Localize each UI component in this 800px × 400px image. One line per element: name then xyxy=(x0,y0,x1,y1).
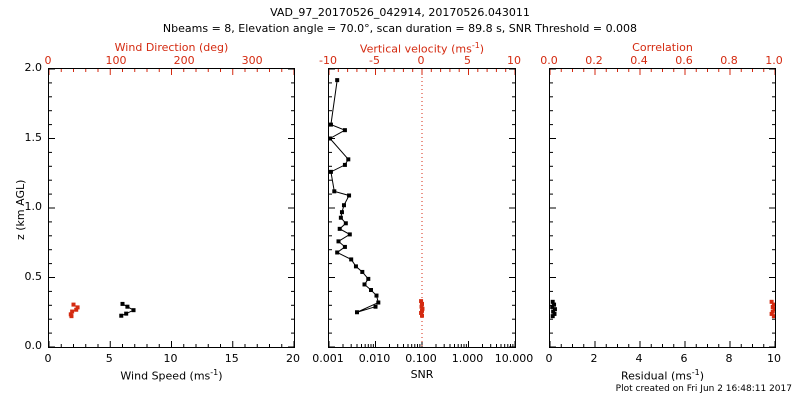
tick-label: 10 xyxy=(163,352,178,365)
panel3-top-ticklabels: 0.0 0.2 0.4 0.6 0.8 1.0 xyxy=(540,54,783,67)
y-tick-label: 2.0 xyxy=(24,61,43,74)
tick-label: 0.8 xyxy=(720,54,738,67)
tick-label: 0 xyxy=(417,54,425,67)
panel3-bottom-ticklabels: 0 2 4 6 8 10 xyxy=(546,352,782,366)
tick-label: 0.6 xyxy=(675,54,693,67)
tick-label: 100 xyxy=(105,54,127,67)
tick-label: 0.2 xyxy=(585,54,603,67)
panel1-bottom-ticklabels: 0 5 10 15 20 xyxy=(45,352,301,366)
tick-label: 15 xyxy=(224,352,239,365)
panel-snr xyxy=(328,68,516,348)
tick-label: -10 xyxy=(319,54,337,67)
tick-label: 8 xyxy=(725,352,733,365)
tick-label: 1.0 xyxy=(765,54,783,67)
panel2-bottom-ticklabels: 0.001 0.010 0.100 1.000 10.000 xyxy=(312,352,533,366)
panel-snr-plot xyxy=(329,69,515,347)
tick-label: 200 xyxy=(173,54,195,67)
tick-label: 4 xyxy=(635,352,643,365)
panel2-top-axis-label: Vertical velocity (ms-1) xyxy=(359,41,485,56)
tick-label: -5 xyxy=(369,54,380,67)
tick-label: 2 xyxy=(590,352,598,365)
y-tick-label: 0.0 xyxy=(24,339,43,352)
tick-label: 5 xyxy=(464,54,471,67)
panel2-top-ticklabels: -10 -5 0 5 10 xyxy=(319,54,521,67)
panel1-top-ticklabels: 0 100 200 300 xyxy=(45,54,295,67)
y-axis-ticklabels: 0.0 0.5 1.0 1.5 2.0 xyxy=(0,61,46,352)
panel2-bottom-axis-label: SNR xyxy=(410,368,434,381)
figure-subtitle: Nbeams = 8, Elevation angle = 70.0°, sca… xyxy=(162,22,638,35)
y-tick-label: 1.5 xyxy=(24,130,43,144)
tick-label: 0.010 xyxy=(358,352,391,365)
tick-label: 20 xyxy=(286,352,300,365)
tick-label: 300 xyxy=(241,54,263,67)
panel1-top-axis-label: Wind Direction (deg) xyxy=(114,41,229,54)
tick-label: 0.100 xyxy=(405,352,437,365)
tick-label: 0 xyxy=(545,352,553,365)
panel1-bottom-axis-label: Wind Speed (ms-1) xyxy=(120,368,223,383)
panel-residual xyxy=(549,68,776,348)
tick-label: 0.4 xyxy=(630,54,648,67)
tick-label: 10 xyxy=(507,54,521,67)
tick-label: 10 xyxy=(767,352,781,365)
panel3-bottom-axis-label: Residual (ms-1) xyxy=(621,368,704,383)
y-tick-label: 1.0 xyxy=(24,200,43,213)
tick-label: 0 xyxy=(44,352,52,365)
panel-wind xyxy=(48,68,295,348)
tick-label: 10.000 xyxy=(494,352,534,365)
panel3-top-axis-label: Correlation xyxy=(632,41,693,54)
figure-title: VAD_97_20170526_042914, 20170526.043011 xyxy=(270,6,530,19)
tick-label: 0.0 xyxy=(540,54,558,67)
tick-label: 5 xyxy=(105,352,113,365)
tick-label: 6 xyxy=(680,352,688,365)
tick-label: 0 xyxy=(44,54,52,67)
tick-label: 1.000 xyxy=(451,352,484,365)
y-tick-label: 0.5 xyxy=(24,269,43,283)
panel-wind-plot xyxy=(49,69,294,347)
plot-footer: Plot created on Fri Jun 2 16:48:11 2017 xyxy=(615,384,792,394)
panel-residual-plot xyxy=(550,69,775,347)
tick-label: 0.001 xyxy=(312,352,344,365)
